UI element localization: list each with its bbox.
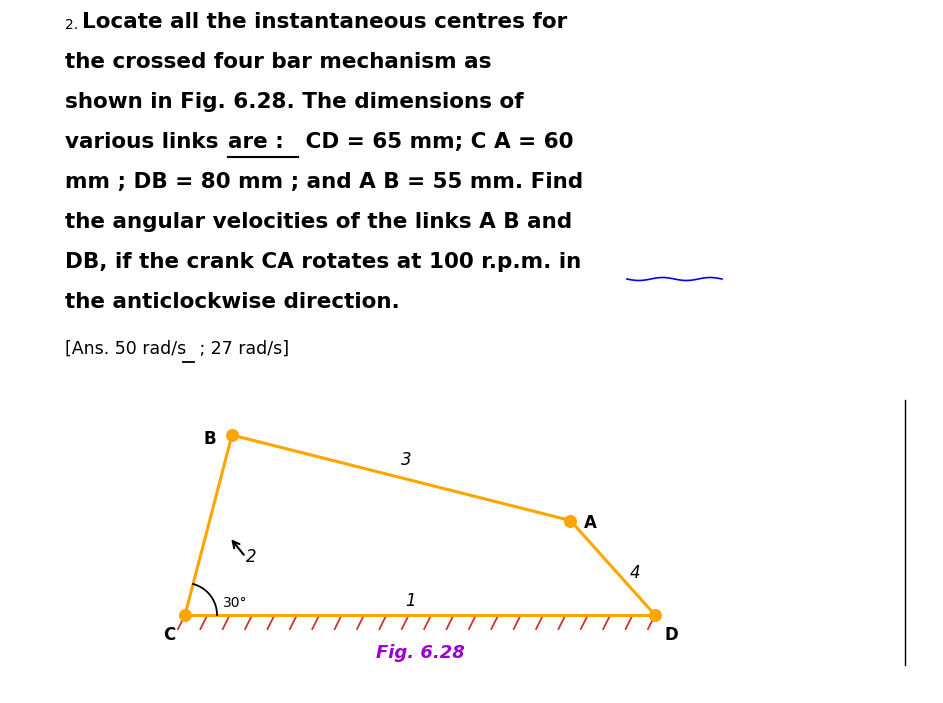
Point [224, 430, 240, 441]
Text: B: B [204, 430, 216, 448]
Point [563, 515, 578, 526]
Text: 3: 3 [401, 451, 411, 469]
Text: D: D [664, 626, 678, 644]
Text: 30°: 30° [223, 596, 247, 610]
Text: the angular velocities of the links A B and: the angular velocities of the links A B … [65, 212, 572, 232]
Text: Locate all the instantaneous centres for: Locate all the instantaneous centres for [82, 12, 568, 32]
Text: DB, if the crank CA rotates at 100 r.p.m. in: DB, if the crank CA rotates at 100 r.p.m… [65, 252, 581, 272]
Text: 4: 4 [629, 564, 640, 582]
Text: the crossed four bar mechanism as: the crossed four bar mechanism as [65, 52, 491, 72]
Point [177, 610, 192, 621]
Text: shown in Fig. 6.28. The dimensions of: shown in Fig. 6.28. The dimensions of [65, 92, 523, 112]
Text: CD = 65 mm; C A = 60: CD = 65 mm; C A = 60 [298, 132, 573, 152]
Text: are :: are : [228, 132, 284, 152]
Text: [Ans. 50 rad/s: [Ans. 50 rad/s [65, 340, 187, 358]
Text: A: A [584, 513, 597, 531]
Point [648, 610, 663, 621]
Text: various links: various links [65, 132, 226, 152]
Text: the anticlockwise direction.: the anticlockwise direction. [65, 292, 400, 312]
Text: Fig. 6.28: Fig. 6.28 [375, 644, 464, 662]
Text: 2: 2 [246, 548, 256, 566]
Text: 1: 1 [405, 592, 415, 610]
Text: mm ; DB = 80 mm ; and A B = 55 mm. Find: mm ; DB = 80 mm ; and A B = 55 mm. Find [65, 172, 583, 192]
Text: 2.: 2. [65, 18, 78, 32]
Text: ; 27 rad/s]: ; 27 rad/s] [194, 340, 290, 358]
Text: C: C [163, 626, 175, 644]
